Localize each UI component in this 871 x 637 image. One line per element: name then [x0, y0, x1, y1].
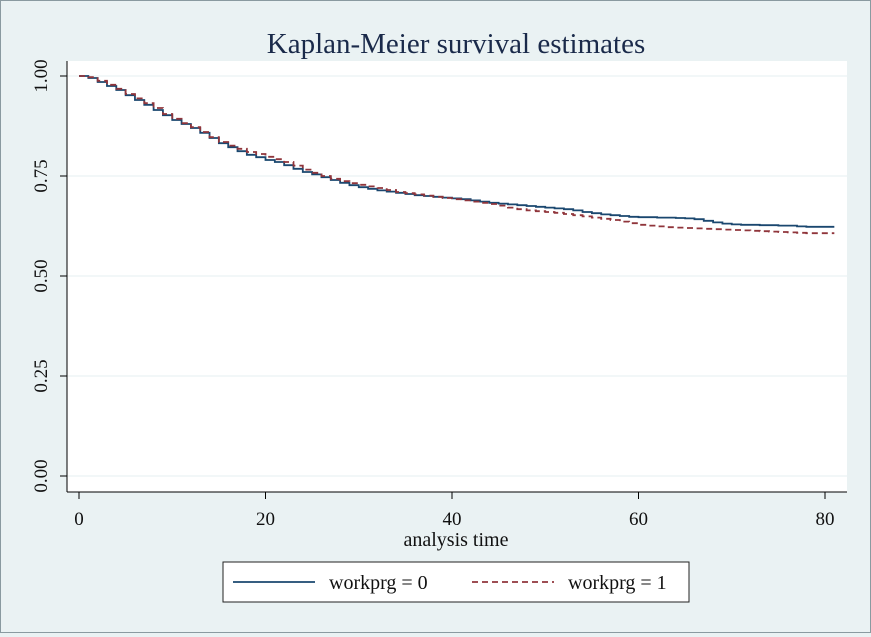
y-tick-label-3: 0.75	[31, 159, 52, 192]
x-tick-label-4: 80	[816, 509, 835, 530]
x-axis-label: analysis time	[404, 529, 509, 551]
y-tick-label-4: 1.00	[31, 59, 52, 92]
x-tick-label-0: 0	[74, 509, 84, 530]
y-tick-label-1: 0.25	[31, 359, 52, 392]
x-tick-label-2: 40	[443, 509, 462, 530]
axes: 0.00 0.25 0.50 0.75 1.00 0 20 40 60 80	[31, 59, 847, 530]
legend: workprg = 0 workprg = 1	[222, 561, 690, 603]
y-tick-label-2: 0.50	[31, 259, 52, 292]
x-tick-label-1: 20	[256, 509, 275, 530]
y-tick-label-0: 0.00	[31, 459, 52, 492]
series-line-1	[79, 75, 835, 235]
legend-label-1: workprg = 1	[568, 572, 667, 594]
series-layer	[79, 75, 835, 235]
gridlines	[67, 75, 847, 477]
x-tick-label-3: 60	[629, 509, 648, 530]
legend-label-0: workprg = 0	[329, 572, 428, 594]
chart-title: Kaplan-Meier survival estimates	[267, 28, 646, 60]
